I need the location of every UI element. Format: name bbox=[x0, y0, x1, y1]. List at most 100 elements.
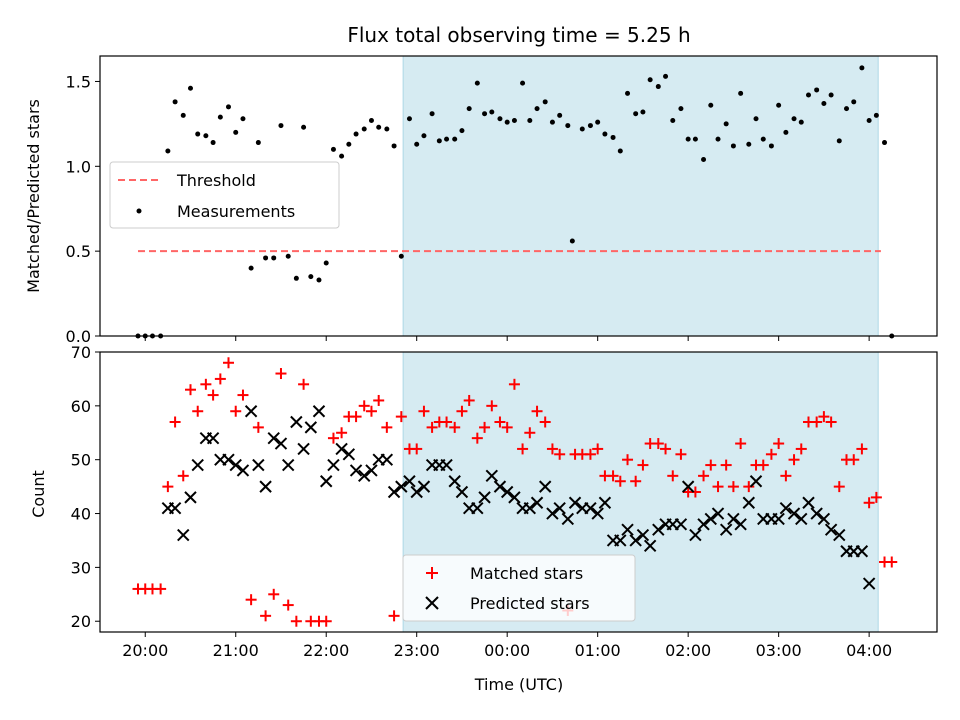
predicted-star-marker bbox=[267, 431, 280, 445]
top-y-axis-label: Matched/Predicted stars bbox=[24, 99, 43, 293]
predicted-stars-legend-label: Predicted stars bbox=[470, 594, 590, 613]
predicted-star-marker bbox=[817, 512, 831, 526]
predicted-star-marker bbox=[530, 496, 544, 509]
matched-star-marker bbox=[260, 610, 272, 622]
predicted-star-marker bbox=[184, 491, 197, 504]
bottom-y-tick-label: 60 bbox=[71, 397, 91, 416]
matched-star-marker bbox=[479, 421, 491, 433]
measurement-point bbox=[828, 92, 834, 98]
predicted-star-marker bbox=[621, 523, 634, 536]
predicted-star-marker bbox=[711, 507, 725, 520]
measurement-point bbox=[414, 141, 420, 147]
matched-star-marker bbox=[245, 594, 257, 606]
measurement-point bbox=[504, 119, 510, 125]
predicted-star-marker bbox=[168, 501, 182, 515]
measurement-point bbox=[452, 136, 458, 142]
measurement-point bbox=[339, 153, 345, 159]
predicted-star-marker bbox=[206, 431, 220, 445]
matched-star-marker bbox=[689, 486, 701, 498]
matched-star-marker bbox=[773, 438, 785, 450]
measurement-point bbox=[384, 126, 390, 132]
measurement-point bbox=[678, 106, 684, 112]
matched-star-marker bbox=[501, 421, 513, 433]
measurement-point bbox=[873, 112, 879, 118]
predicted-star-marker bbox=[342, 448, 356, 461]
matched-star-marker bbox=[848, 454, 860, 466]
matched-star-marker bbox=[155, 583, 167, 595]
matched-star-marker bbox=[358, 400, 370, 412]
measurement-point bbox=[489, 109, 495, 115]
top-y-tick-label: 0.5 bbox=[66, 242, 91, 261]
matched-star-marker bbox=[788, 454, 800, 466]
measurement-point bbox=[203, 133, 209, 139]
matched-star-marker bbox=[886, 556, 898, 568]
measurement-point bbox=[172, 99, 178, 105]
measurement-point bbox=[459, 128, 465, 134]
measurement-point bbox=[263, 255, 269, 261]
matched-star-marker bbox=[765, 448, 777, 460]
matched-star-marker bbox=[508, 378, 520, 390]
predicted-star-marker bbox=[327, 458, 340, 472]
matched-star-marker bbox=[395, 411, 407, 423]
matched-star-marker bbox=[456, 405, 468, 417]
matched-star-marker bbox=[652, 438, 664, 450]
matched-star-marker bbox=[177, 470, 189, 482]
predicted-star-marker bbox=[365, 464, 378, 477]
predicted-star-marker bbox=[629, 534, 642, 547]
measurement-point bbox=[715, 136, 721, 142]
matched-star-marker bbox=[517, 443, 529, 455]
predicted-star-marker bbox=[689, 528, 702, 542]
x-axis-label: Time (UTC) bbox=[474, 675, 563, 694]
bottom-axes-frame bbox=[99, 351, 938, 633]
observing-window-region bbox=[402, 55, 879, 337]
predicted-star-marker bbox=[440, 458, 453, 472]
predicted-star-marker bbox=[259, 480, 272, 493]
bottom-y-tick-label: 70 bbox=[71, 343, 91, 362]
matched-star-marker bbox=[192, 405, 204, 417]
predicted-star-marker bbox=[320, 475, 333, 488]
measurement-point bbox=[595, 119, 601, 125]
measurement-point bbox=[361, 126, 367, 132]
bottom-y-tick-label: 40 bbox=[71, 505, 91, 524]
predicted-star-marker bbox=[697, 518, 710, 531]
predicted-star-marker bbox=[652, 523, 665, 536]
predicted-star-marker bbox=[349, 464, 363, 477]
predicted-star-marker bbox=[636, 528, 650, 542]
measurement-point bbox=[708, 102, 714, 108]
matched-star-marker bbox=[411, 443, 423, 455]
measurement-point bbox=[633, 111, 639, 117]
predicted-star-marker bbox=[674, 518, 688, 531]
predicted-star-marker bbox=[493, 480, 507, 493]
matched-star-marker bbox=[388, 610, 400, 622]
matched-stars-points bbox=[132, 357, 898, 627]
matched-star-marker bbox=[162, 481, 174, 493]
measurement-point bbox=[301, 124, 307, 130]
matched-star-marker bbox=[237, 389, 249, 401]
matched-star-marker bbox=[720, 459, 732, 471]
x-tick-label: 01:00 bbox=[575, 641, 621, 660]
measurements-legend-swatch bbox=[136, 208, 142, 214]
measurement-point bbox=[776, 102, 782, 108]
matched-star-marker bbox=[546, 443, 558, 455]
predicted-star-marker bbox=[561, 512, 575, 526]
matched-star-marker bbox=[735, 438, 747, 450]
measurement-point bbox=[783, 129, 789, 135]
matched-star-marker bbox=[705, 459, 717, 471]
matched-star-marker bbox=[222, 357, 234, 369]
predicted-star-marker bbox=[274, 437, 288, 450]
matched-star-marker bbox=[667, 470, 679, 482]
measurement-point bbox=[610, 134, 616, 140]
measurement-point bbox=[557, 112, 563, 118]
matched-star-marker bbox=[290, 615, 302, 627]
measurement-point bbox=[851, 99, 857, 105]
predicted-star-marker bbox=[719, 523, 733, 536]
bottom-legend-box bbox=[402, 554, 636, 622]
measurement-point bbox=[534, 106, 540, 112]
matched-star-marker bbox=[592, 443, 604, 455]
measurement-point bbox=[482, 111, 488, 117]
predicted-star-marker bbox=[787, 507, 801, 520]
matched-star-marker bbox=[757, 459, 769, 471]
matched-star-marker bbox=[780, 470, 792, 482]
measurement-point bbox=[579, 126, 585, 132]
